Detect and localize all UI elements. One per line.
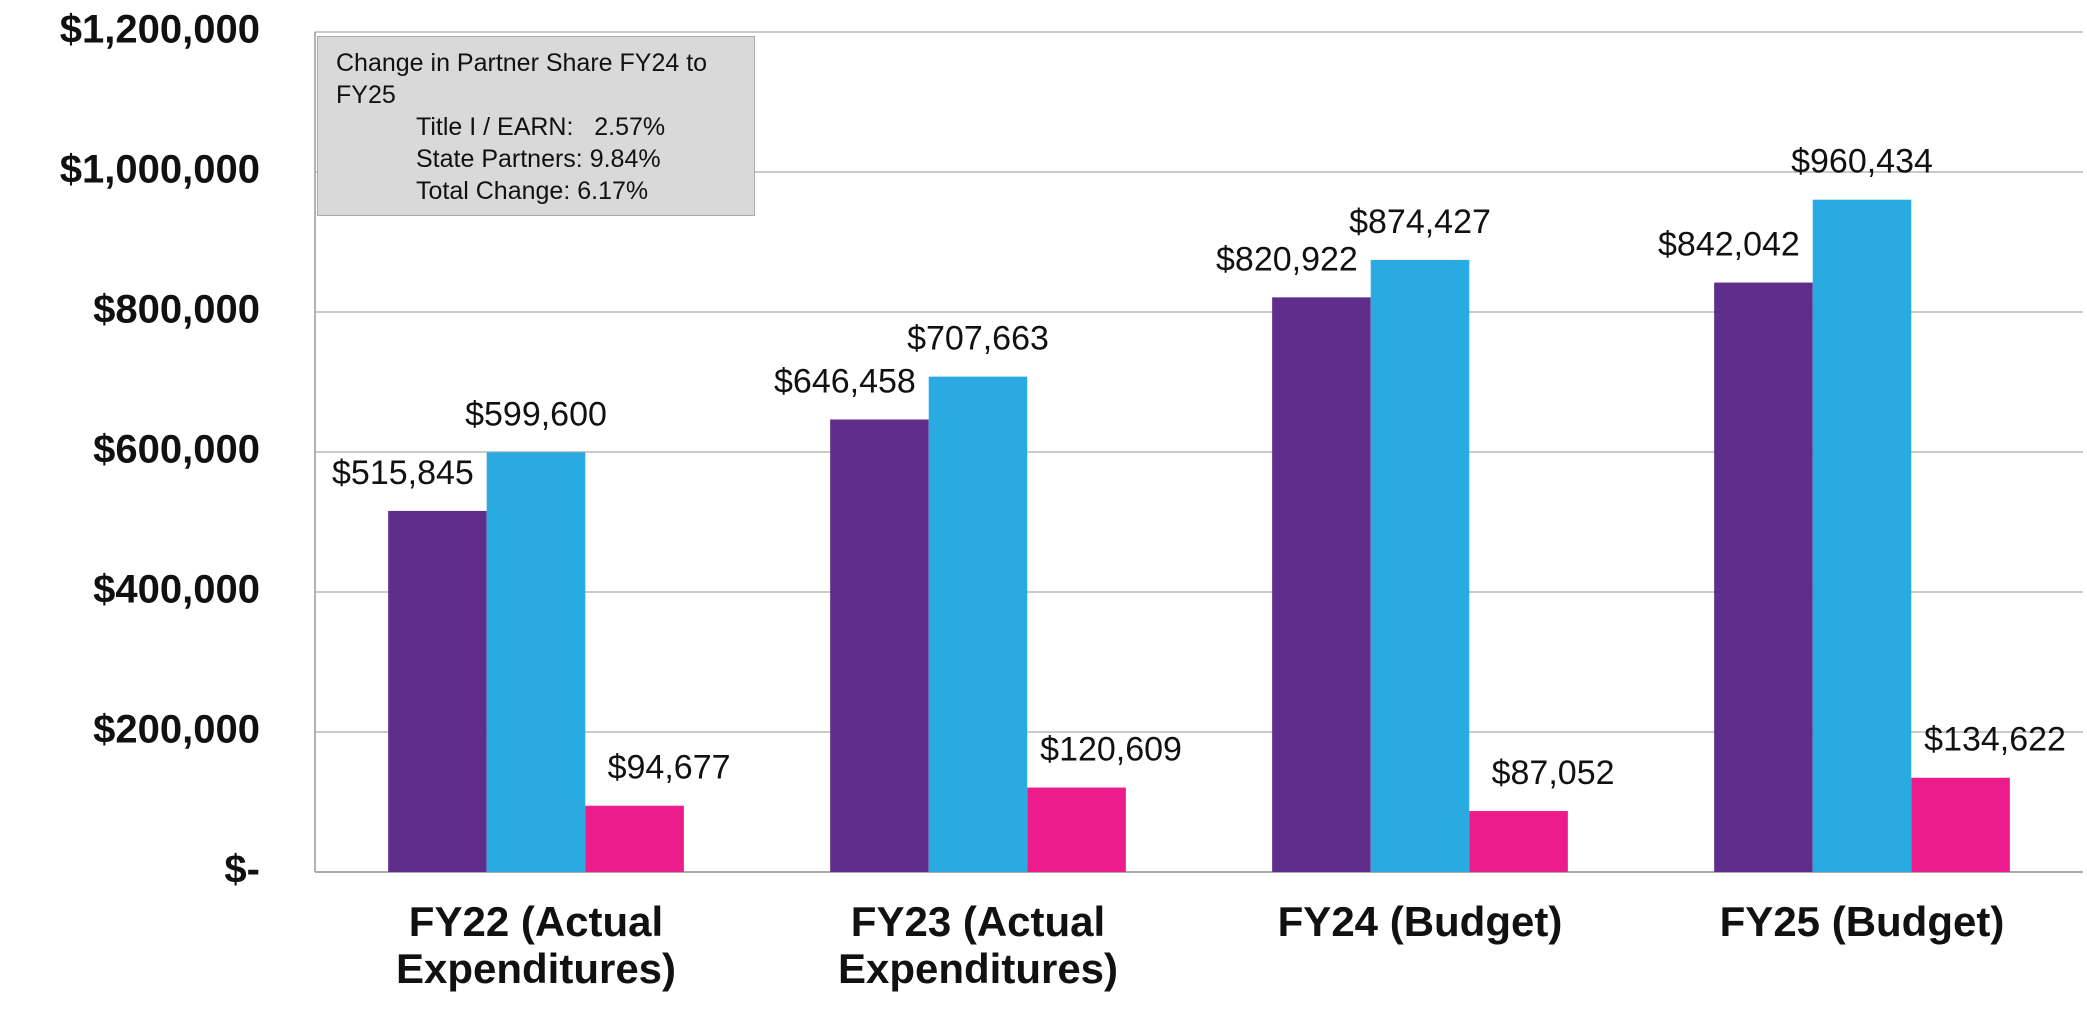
value-label: $87,052: [1492, 754, 1615, 792]
bar: [1714, 282, 1813, 873]
annotation-line: State Partners: 9.84%: [416, 145, 661, 173]
value-label: $874,427: [1349, 203, 1491, 241]
annotation-line: Title I / EARN: 2.57%: [416, 113, 666, 141]
bar: [486, 452, 586, 872]
bar: [1911, 777, 2010, 872]
y-tick-label: $1,200,000: [60, 8, 260, 52]
y-tick-label: $800,000: [93, 288, 260, 332]
x-tick-label: FY23 (Actual Expenditures): [837, 898, 1119, 993]
value-label: $707,663: [907, 320, 1049, 358]
y-tick-label: $400,000: [93, 568, 260, 612]
value-label: $599,600: [465, 395, 607, 433]
annotation-heading: Change in Partner Share FY24 to FY25: [336, 49, 708, 109]
bar: [1272, 297, 1371, 872]
value-label: $960,434: [1791, 143, 1933, 181]
bar: [1812, 199, 1912, 873]
y-tick-label: $200,000: [93, 708, 260, 752]
y-tick-label: $600,000: [93, 428, 260, 472]
annotation-box: Change in Partner Share FY24 to FY25 Tit…: [317, 36, 755, 216]
y-tick-label: $-: [224, 848, 260, 892]
x-tick-label: FY22 (Actual Expenditures): [395, 898, 677, 993]
value-label: $820,922: [1216, 240, 1358, 278]
x-tick-label: FY24 (Budget): [1277, 898, 1563, 945]
bar: [1370, 259, 1470, 872]
value-label: $94,677: [608, 749, 731, 787]
bar: [585, 805, 684, 872]
bar: [928, 376, 1028, 872]
value-label: $120,609: [1040, 731, 1182, 769]
bar: [1027, 787, 1126, 872]
x-tick-label: FY25 (Budget): [1719, 898, 2005, 945]
value-label: $134,622: [1924, 721, 2066, 759]
value-label: $515,845: [332, 454, 474, 492]
bar: [830, 419, 929, 872]
y-tick-label: $1,000,000: [60, 148, 260, 192]
value-label: $646,458: [774, 362, 916, 400]
annotation-line: Total Change: 6.17%: [416, 177, 649, 205]
bar: [1469, 811, 1568, 872]
bar: [388, 510, 487, 872]
value-label: $842,042: [1658, 226, 1800, 264]
